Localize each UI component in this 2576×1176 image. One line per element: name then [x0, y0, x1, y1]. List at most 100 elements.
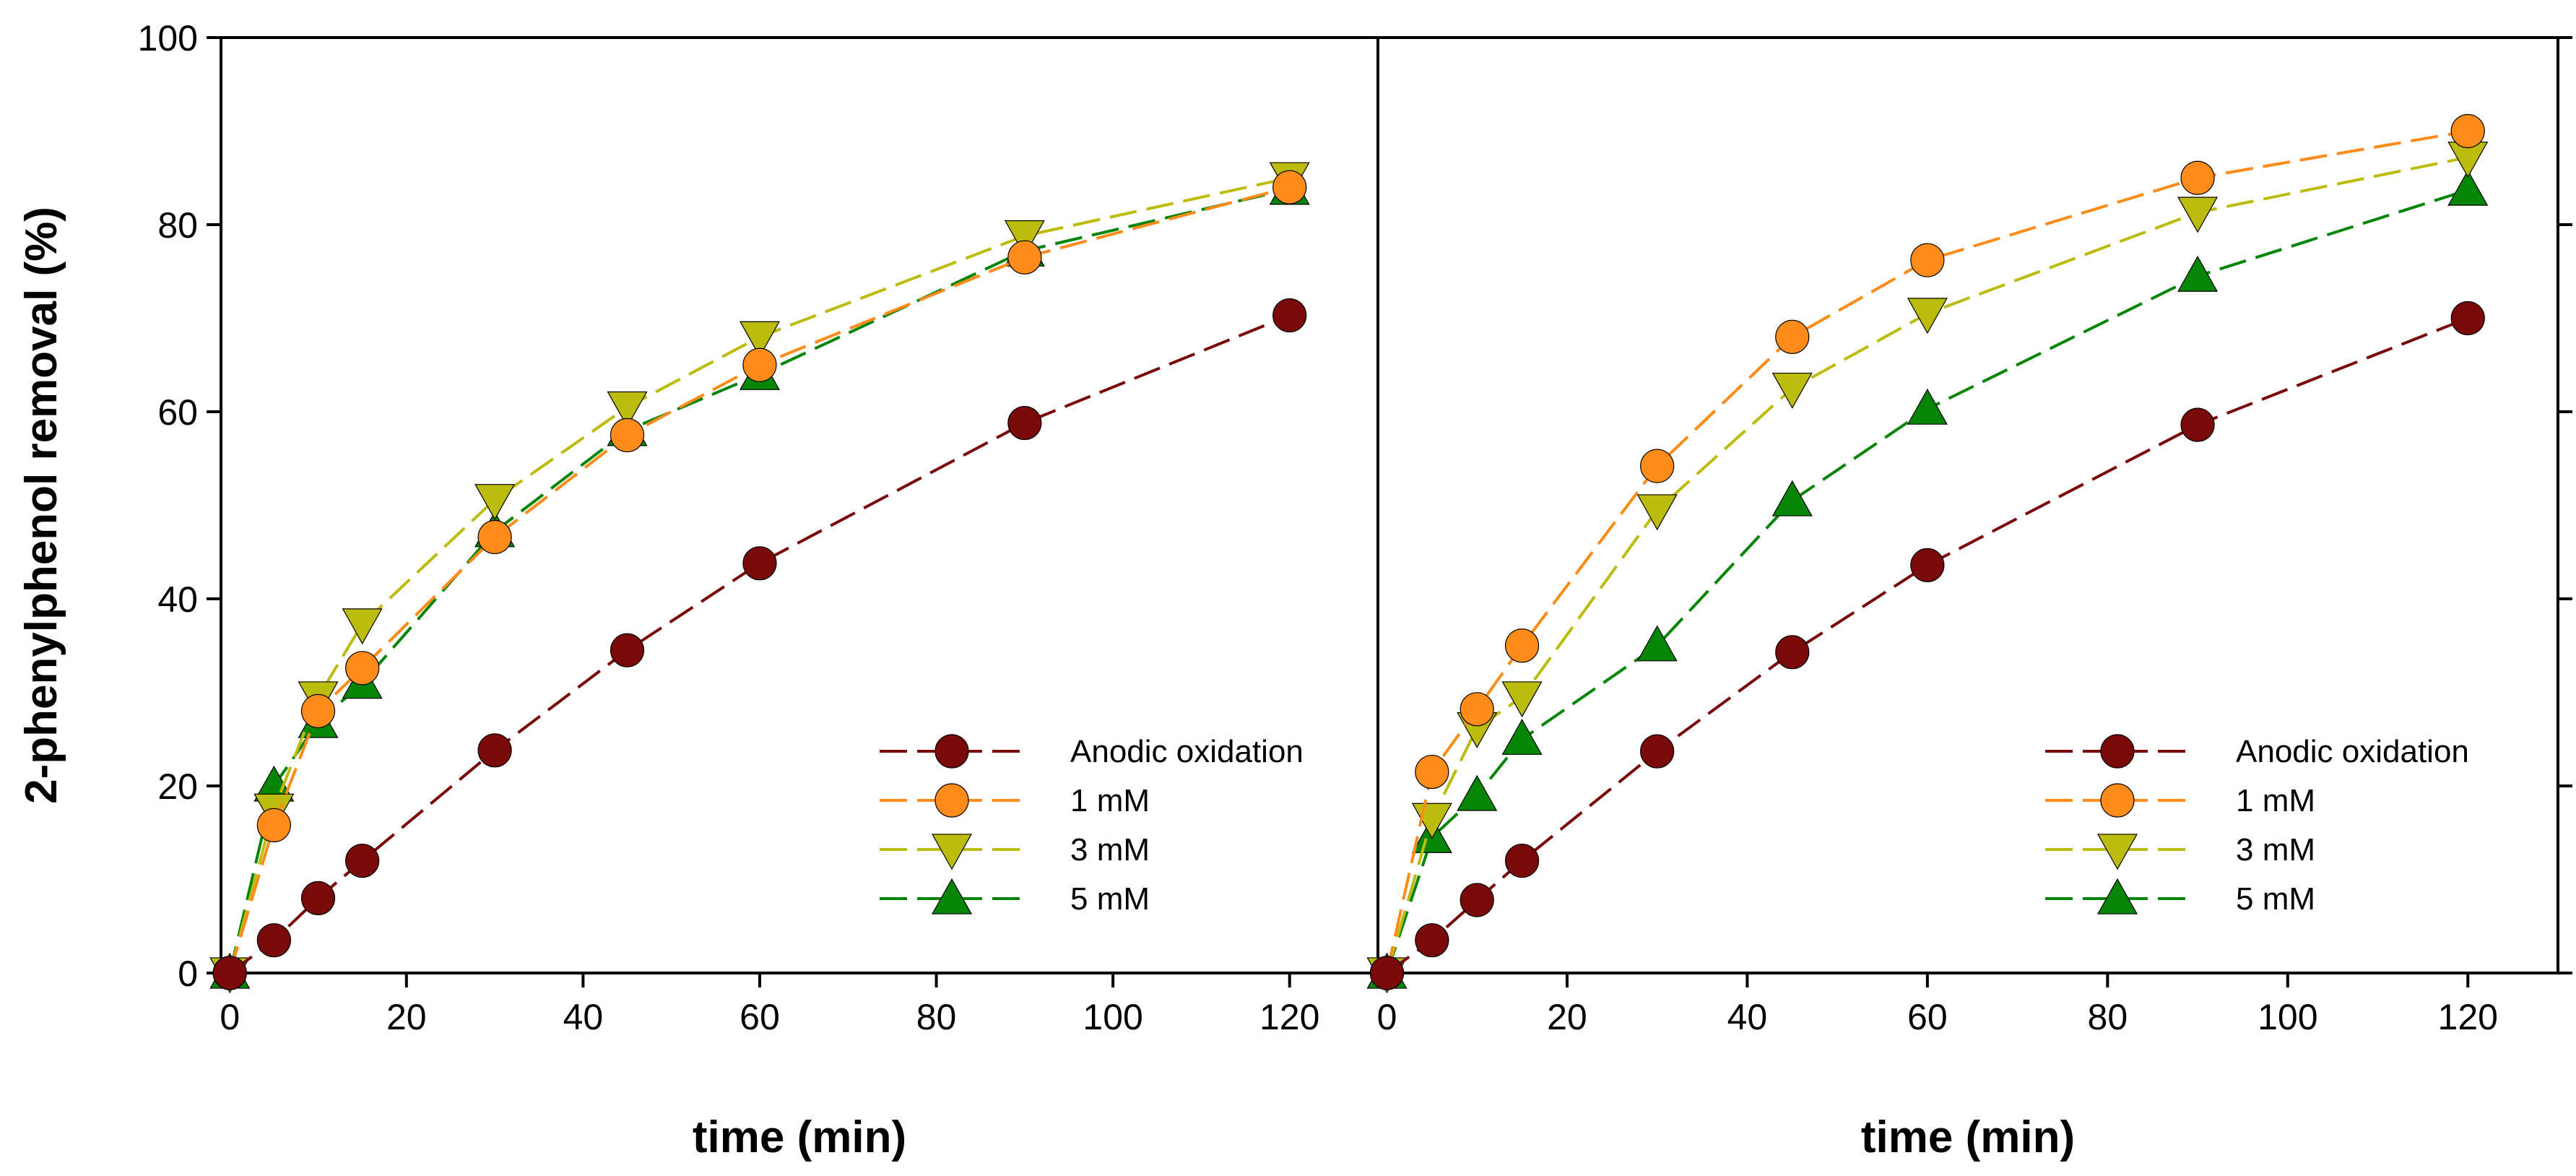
data-point: [1460, 692, 1494, 727]
legend-label: 3 mM: [2236, 832, 2315, 868]
data-point: [1775, 635, 1810, 670]
data-point: [1910, 243, 1945, 277]
legend-entry: 5 mM: [880, 878, 1150, 917]
data-point: [2450, 301, 2485, 336]
data-point: [1504, 843, 1540, 878]
data-point: [1411, 803, 1452, 839]
left-series-group: [209, 162, 1310, 994]
x-tick-label: 0: [1377, 997, 1397, 1037]
data-point: [742, 546, 777, 581]
data-point: [212, 956, 247, 990]
left-plot-frame: [220, 36, 1379, 974]
data-point: [610, 633, 645, 667]
legend-label: Anodic oxidation: [2236, 734, 2469, 769]
legend-marker: [2096, 834, 2138, 870]
y-tick-label: 20: [157, 766, 198, 807]
data-point: [1415, 923, 1449, 958]
right-series-group: [1366, 113, 2489, 994]
data-point: [300, 693, 336, 729]
right-ticks: 0 20 40 60 80 100 120: [1377, 36, 2572, 1037]
right-x-axis-title: time (min): [1861, 1112, 2075, 1162]
data-point: [2180, 160, 2215, 195]
legend-label: 5 mM: [2236, 881, 2315, 917]
data-point: [1640, 734, 1675, 769]
data-point: [345, 651, 380, 686]
legend-marker: [934, 783, 969, 818]
data-point: [1007, 405, 1042, 441]
legend-entry: 3 mM: [2045, 832, 2315, 870]
legend-label: 1 mM: [1070, 783, 1150, 818]
data-point: [1636, 625, 1678, 662]
y-tick-label: 80: [157, 205, 198, 246]
x-tick-label: 80: [2088, 997, 2128, 1037]
right-legend: Anodic oxidation 1 mM 3 mM 5 mM: [2045, 734, 2469, 917]
x-tick-label: 60: [740, 997, 780, 1037]
left-ticks: 0 20 40 60 80 100 120 0 20 40 60 80 100: [138, 18, 1320, 1037]
data-point: [1775, 319, 1810, 354]
x-tick-label: 120: [2438, 997, 2498, 1037]
x-tick-label: 40: [563, 997, 604, 1037]
legend-marker: [931, 878, 973, 915]
data-point: [2177, 256, 2219, 292]
data-point: [2450, 113, 2485, 149]
data-point: [1771, 480, 1813, 516]
legend-marker: [2096, 878, 2138, 915]
data-point: [474, 484, 516, 520]
data-point: [2447, 169, 2489, 206]
series-1-mm: [212, 170, 1307, 990]
data-point: [345, 843, 380, 878]
data-point: [739, 321, 780, 358]
x-tick-label: 60: [1907, 997, 1948, 1037]
legend-marker: [931, 834, 973, 870]
series-anodic-oxidation: [212, 298, 1307, 990]
x-tick-label: 120: [1259, 997, 1319, 1037]
left-panel: 0 20 40 60 80 100 120 0 20 40 60 80 100 Anodic oxida…: [17, 18, 1379, 1162]
data-point: [1272, 170, 1307, 204]
y-tick-label: 0: [178, 954, 198, 994]
left-legend: Anodic oxidation 1 mM 3 mM 5 mM: [880, 734, 1304, 917]
data-point: [1501, 719, 1543, 755]
data-point: [1272, 298, 1307, 333]
legend-entry: Anodic oxidation: [2045, 734, 2469, 769]
legend-entry: Anodic oxidation: [880, 734, 1304, 769]
legend-entry: 3 mM: [880, 832, 1150, 870]
series-line: [228, 176, 1291, 974]
data-point: [1501, 681, 1543, 718]
data-point: [610, 418, 645, 452]
data-point: [1910, 548, 1945, 582]
data-point: [300, 881, 336, 916]
data-point: [1007, 240, 1042, 274]
data-point: [1640, 449, 1675, 483]
data-point: [2180, 407, 2215, 442]
right-plot-frame: [1376, 36, 2559, 974]
data-point: [342, 608, 383, 645]
data-point: [477, 519, 512, 555]
y-axis-title: 2-phenylphenol removal (%): [17, 207, 66, 804]
data-point: [1636, 494, 1678, 531]
legend-label: Anodic oxidation: [1070, 734, 1304, 769]
data-point: [1460, 883, 1494, 917]
legend-entry: 5 mM: [2045, 878, 2315, 917]
data-point: [1415, 754, 1449, 790]
data-point: [1907, 388, 1948, 425]
data-point: [1907, 298, 1948, 334]
data-point: [607, 391, 648, 428]
series-line: [229, 314, 1291, 974]
legend-entry: 1 mM: [880, 783, 1150, 818]
legend-marker: [2100, 783, 2135, 818]
x-tick-label: 40: [1727, 997, 1768, 1037]
data-point: [1369, 956, 1405, 990]
data-point: [1457, 774, 1498, 811]
data-point: [742, 347, 777, 382]
data-point: [2177, 196, 2219, 233]
right-panel: 0 20 40 60 80 100 120 Anodic oxidation 1 mM 3 mM…: [1366, 36, 2572, 1162]
legend-marker: [934, 734, 969, 769]
series-3-mm: [1366, 142, 2489, 994]
left-x-axis-title: time (min): [693, 1112, 906, 1162]
legend-label: 1 mM: [2236, 783, 2315, 818]
x-tick-label: 20: [386, 997, 427, 1037]
x-tick-label: 100: [2258, 997, 2317, 1037]
series-line: [228, 186, 1291, 974]
series-anodic-oxidation: [1369, 301, 2485, 990]
data-point: [1504, 628, 1540, 663]
